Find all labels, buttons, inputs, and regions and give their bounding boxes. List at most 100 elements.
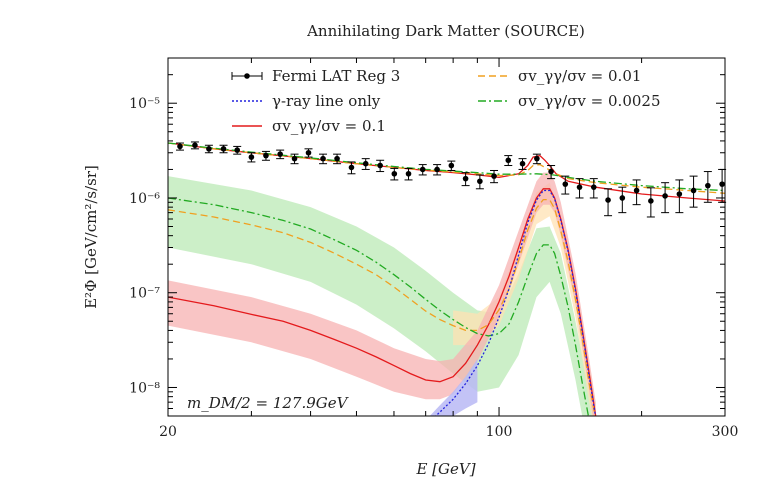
legend-label: Fermi LAT Reg 3 xyxy=(272,67,400,85)
data-marker xyxy=(348,164,355,171)
data-marker xyxy=(590,184,597,190)
legend-label: σv_γγ/σv = 0.01 xyxy=(518,67,641,85)
legend-item: σv_γγ/σv = 0.1 xyxy=(232,117,386,135)
data-point xyxy=(461,172,470,187)
data-point xyxy=(261,150,270,161)
series-line-1 xyxy=(168,142,725,194)
data-point xyxy=(618,186,627,214)
data-point xyxy=(661,182,670,214)
data-point xyxy=(290,153,299,165)
data-marker xyxy=(548,168,554,175)
legend-label: γ-ray line only xyxy=(272,92,381,110)
legend: Fermi LAT Reg 3 γ-ray line only σv_γγ/σv =… xyxy=(231,67,661,135)
data-point xyxy=(532,153,541,165)
data-marker xyxy=(491,173,497,179)
data-marker xyxy=(220,146,227,152)
data-point xyxy=(333,153,342,165)
data-point xyxy=(646,187,655,218)
x-tick-label: 100 xyxy=(486,424,513,440)
series-line-2 xyxy=(168,142,725,192)
data-marker xyxy=(334,155,340,162)
data-point xyxy=(175,142,184,151)
data-point xyxy=(475,174,484,190)
data-point xyxy=(418,164,427,176)
data-marker xyxy=(405,170,412,177)
x-tick-label: 300 xyxy=(712,424,739,440)
data-marker xyxy=(277,151,283,157)
data-marker xyxy=(362,160,369,167)
data-point xyxy=(276,149,285,160)
series-line-6 xyxy=(434,189,597,416)
data-marker xyxy=(234,147,241,153)
data-point xyxy=(304,148,313,158)
data-point xyxy=(490,169,499,184)
uncertainty-band-0 xyxy=(168,176,594,416)
data-marker xyxy=(462,175,469,182)
series-line-4 xyxy=(168,198,596,416)
data-point xyxy=(190,141,199,150)
legend-label: σv_γγ/σv = 0.1 xyxy=(272,117,386,135)
data-point xyxy=(589,178,598,199)
data-marker xyxy=(263,152,269,159)
x-axis-label: E [GeV] xyxy=(415,460,475,478)
data-marker xyxy=(477,178,483,185)
data-marker xyxy=(519,160,526,167)
data-marker xyxy=(419,166,426,173)
data-point xyxy=(518,158,527,170)
data-marker xyxy=(248,154,255,160)
data-point xyxy=(376,159,385,173)
data-point xyxy=(447,160,456,171)
legend-item: σv_γγ/σv = 0.0025 xyxy=(478,92,661,110)
data-marker xyxy=(576,184,583,190)
data-marker xyxy=(705,182,711,189)
data-marker xyxy=(719,181,725,187)
data-point xyxy=(361,158,370,170)
data-point xyxy=(204,144,213,154)
data-marker xyxy=(391,170,398,177)
data-point xyxy=(703,171,712,203)
data-marker xyxy=(206,146,212,152)
y-tick-label: 10⁻⁷ xyxy=(129,286,160,302)
data-marker xyxy=(690,187,697,194)
data-marker xyxy=(291,155,298,162)
data-point xyxy=(347,161,356,175)
y-tick-label: 10⁻⁶ xyxy=(129,191,160,207)
x-tick-label: 20 xyxy=(159,424,177,440)
data-marker xyxy=(505,157,512,164)
data-point xyxy=(675,179,684,214)
data-marker xyxy=(177,143,183,150)
legend-swatch-marker xyxy=(244,73,250,79)
data-point xyxy=(247,152,256,163)
data-marker xyxy=(633,187,640,194)
chart-title: Annihilating Dark Matter (SOURCE) xyxy=(306,22,585,40)
dm-mass-annotation: m_DM/2 = 127.9GeV xyxy=(187,394,350,412)
data-marker xyxy=(448,162,455,169)
uncertainty-band-1 xyxy=(453,182,596,416)
data-point xyxy=(219,144,228,154)
plot-frame xyxy=(167,57,726,417)
data-marker xyxy=(377,162,383,169)
data-marker xyxy=(662,193,668,199)
data-marker xyxy=(619,195,626,201)
data-point xyxy=(689,175,698,208)
data-point xyxy=(604,188,613,217)
data-point xyxy=(319,153,328,165)
legend-item: σv_γγ/σv = 0.01 xyxy=(478,67,641,85)
legend-item: γ-ray line only xyxy=(232,92,381,110)
data-marker xyxy=(320,155,326,162)
legend-label: σv_γγ/σv = 0.0025 xyxy=(518,92,661,110)
data-point xyxy=(561,175,570,195)
data-marker xyxy=(676,191,683,197)
legend-item: Fermi LAT Reg 3 xyxy=(231,67,400,85)
y-tick-label: 10⁻⁸ xyxy=(129,380,160,396)
data-marker xyxy=(562,181,569,187)
data-marker xyxy=(605,197,611,203)
y-tick-label: 10⁻⁵ xyxy=(129,96,160,112)
data-point xyxy=(547,165,556,180)
data-marker xyxy=(534,155,540,162)
data-point xyxy=(504,155,513,167)
data-point xyxy=(404,167,413,181)
data-point xyxy=(632,179,641,206)
data-marker xyxy=(648,198,654,204)
